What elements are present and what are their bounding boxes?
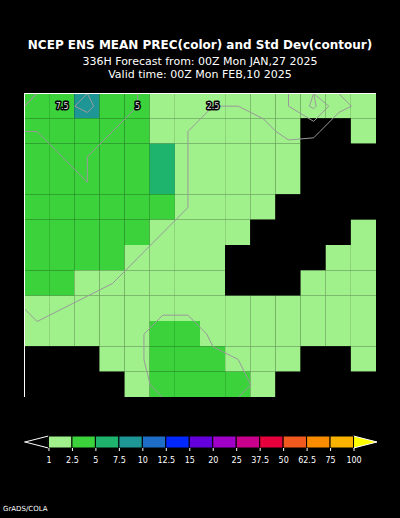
svg-text:25: 25	[232, 456, 242, 465]
html-text:GrADS/COLA: GrADS/COLA	[3, 505, 48, 513]
svg-text:5: 5	[135, 102, 140, 111]
html-text:336H Forecast from: 00Z Mon JA: 336H Forecast from: 00Z Mon JAN,27 2025	[82, 55, 318, 68]
svg-text:7.5: 7.5	[113, 456, 126, 465]
svg-text:12.5: 12.5	[157, 456, 175, 465]
svg-text:50: 50	[279, 456, 289, 465]
svg-text:2.5: 2.5	[207, 102, 220, 111]
svg-text:75: 75	[325, 456, 335, 465]
html-text:Valid time: 00Z Mon FEB,10 202: Valid time: 00Z Mon FEB,10 2025	[108, 68, 292, 81]
svg-text:15: 15	[185, 456, 195, 465]
svg-text:7.5: 7.5	[56, 102, 69, 111]
svg-text:2.5: 2.5	[66, 456, 79, 465]
svg-text:1: 1	[46, 456, 51, 465]
svg-text:37.5: 37.5	[251, 456, 269, 465]
svg-text:20: 20	[208, 456, 218, 465]
svg-text:62.5: 62.5	[298, 456, 316, 465]
svg-text:5: 5	[93, 456, 98, 465]
html-text:NCEP ENS MEAN PREC(color) and: NCEP ENS MEAN PREC(color) and Std Dev(co…	[27, 38, 373, 52]
svg-text:100: 100	[346, 456, 361, 465]
svg-text:10: 10	[138, 456, 148, 465]
